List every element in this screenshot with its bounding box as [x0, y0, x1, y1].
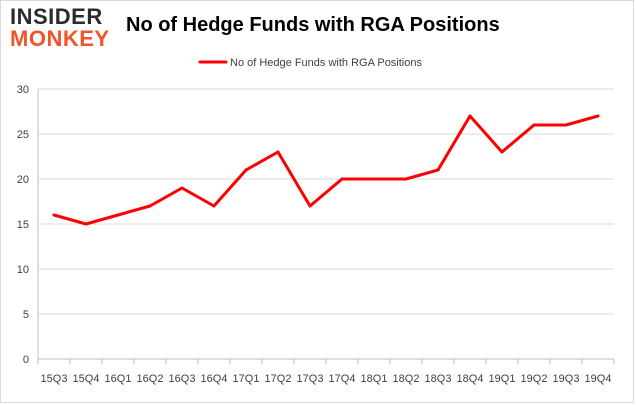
x-tick-label: 16Q4: [201, 373, 228, 385]
data-point: [340, 177, 344, 181]
data-point: [276, 150, 280, 154]
data-point: [116, 213, 120, 217]
chart-title: No of Hedge Funds with RGA Positions: [126, 14, 500, 36]
y-tick-label: 30: [17, 84, 29, 96]
insider-monkey-logo: INSIDER MONKEY: [10, 4, 118, 50]
series-line: [52, 114, 600, 226]
x-tick-label: 18Q4: [457, 373, 484, 385]
data-point: [180, 186, 184, 190]
data-point: [372, 177, 376, 181]
y-tick-label: 20: [17, 174, 29, 186]
x-tick-label: 16Q3: [169, 373, 196, 385]
data-point: [308, 204, 312, 208]
y-tick-label: 0: [23, 354, 29, 366]
y-tick-label: 15: [17, 219, 29, 231]
x-tick-label: 18Q2: [393, 373, 420, 385]
x-tick-label: 19Q2: [521, 373, 548, 385]
logo-text-monkey: MONKEY: [10, 26, 110, 51]
y-tick-label: 25: [17, 129, 29, 141]
data-point: [436, 168, 440, 172]
x-tick-label: 16Q2: [137, 373, 164, 385]
x-tick-label: 18Q1: [361, 373, 388, 385]
data-point: [596, 114, 600, 118]
x-tick-label: 17Q1: [233, 373, 260, 385]
data-point: [84, 222, 88, 226]
data-point: [212, 204, 216, 208]
x-tick-label: 17Q2: [265, 373, 292, 385]
x-tick-label: 15Q4: [73, 373, 100, 385]
data-point: [244, 168, 248, 172]
x-tick-label: 19Q4: [585, 373, 612, 385]
data-point: [468, 114, 472, 118]
y-tick-label: 5: [23, 309, 29, 321]
x-tick-label: 15Q3: [41, 373, 68, 385]
x-tick-label: 17Q4: [329, 373, 356, 385]
data-point: [404, 177, 408, 181]
x-tick-label: 16Q1: [105, 373, 132, 385]
x-tick-label: 17Q3: [297, 373, 324, 385]
x-tick-label: 19Q1: [489, 373, 516, 385]
x-tick-label: 19Q3: [553, 373, 580, 385]
data-point: [500, 150, 504, 154]
data-point: [52, 213, 56, 217]
data-point: [148, 204, 152, 208]
legend-label: No of Hedge Funds with RGA Positions: [230, 57, 422, 69]
logo-text-insider: INSIDER: [10, 4, 103, 29]
data-point: [564, 123, 568, 127]
y-tick-label: 10: [17, 264, 29, 276]
x-tick-label: 18Q3: [425, 373, 452, 385]
data-point: [532, 123, 536, 127]
